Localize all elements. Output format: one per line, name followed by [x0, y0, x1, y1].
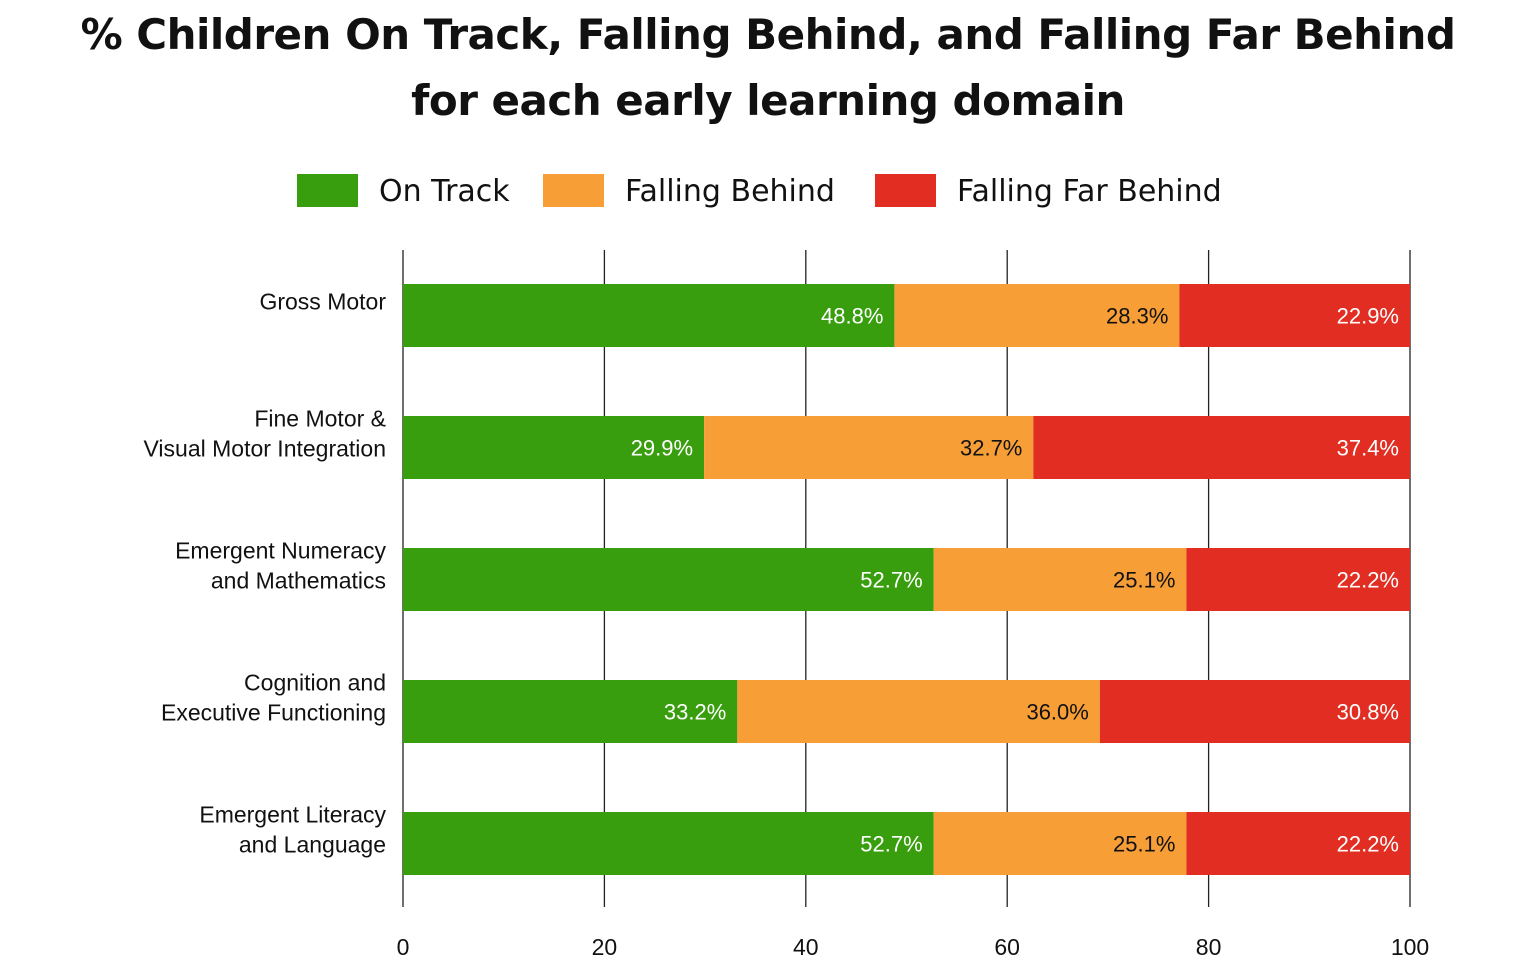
bar-value-label: 33.2% [664, 700, 726, 725]
category-label-line: Emergent Literacy [199, 802, 386, 828]
category-label-line: Cognition and [244, 670, 386, 696]
legend-swatch [297, 174, 358, 207]
bar-value-label: 29.9% [631, 436, 693, 461]
x-tick-label: 80 [1196, 934, 1222, 956]
bar-value-label: 37.4% [1337, 436, 1399, 461]
legend-item: Falling Behind [543, 174, 835, 209]
legend: On Track Falling Behind Falling Far Behind [297, 174, 1222, 209]
category-label: Emergent Numeracy and Mathematics [175, 538, 386, 594]
category-label-line: Executive Functioning [161, 700, 386, 726]
legend-label: Falling Far Behind [957, 174, 1222, 209]
bar-value-label: 22.9% [1337, 304, 1399, 329]
bar-segment [403, 812, 934, 875]
bar-value-label: 28.3% [1106, 304, 1168, 329]
x-tick-label: 40 [793, 934, 819, 956]
bar-segment [1033, 416, 1410, 479]
bar-segment [1186, 548, 1410, 611]
bar-value-label: 22.2% [1337, 568, 1399, 593]
bar-segment [403, 284, 895, 347]
bar-value-label: 25.1% [1113, 832, 1175, 857]
bar-segment [704, 416, 1034, 479]
category-label-line: Gross Motor [259, 289, 386, 315]
bar-value-label: 48.8% [821, 304, 883, 329]
category-label: Cognition and Executive Functioning [161, 670, 386, 726]
category-label: Emergent Literacy and Language [199, 802, 386, 858]
category-label-line: Visual Motor Integration [144, 436, 387, 462]
legend-swatch [543, 174, 604, 207]
x-tick-label: 20 [592, 934, 618, 956]
legend-label: Falling Behind [625, 174, 835, 209]
category-label-line: and Language [239, 832, 386, 858]
legend-item: On Track [297, 174, 510, 209]
bar-segment [1179, 284, 1410, 347]
category-label-line: and Mathematics [211, 568, 386, 594]
bars: 48.8% 28.3% 22.9% 29.9% 32.7% 37.4% 52.7% 25.1%… [403, 284, 1410, 875]
bar-value-label: 52.7% [860, 568, 922, 593]
category-label: Gross Motor [259, 289, 386, 315]
x-tick-label: 100 [1391, 934, 1429, 956]
category-labels: Gross Motor Fine Motor & Visual Motor Inte… [144, 289, 387, 858]
bar-value-label: 36.0% [1026, 700, 1088, 725]
bar-segment [403, 680, 738, 743]
bar-segment [403, 416, 705, 479]
category-label: Fine Motor & Visual Motor Integration [144, 406, 387, 462]
x-axis-ticks: 0 20 40 60 80 100 [397, 934, 1430, 956]
x-tick-label: 60 [994, 934, 1020, 956]
bar-value-label: 30.8% [1337, 700, 1399, 725]
category-label-line: Emergent Numeracy [175, 538, 386, 564]
legend-item: Falling Far Behind [875, 174, 1222, 209]
bar-segment [933, 812, 1187, 875]
bar-segment [894, 284, 1180, 347]
bar-value-label: 32.7% [960, 436, 1022, 461]
bar-value-label: 25.1% [1113, 568, 1175, 593]
bar-segment [403, 548, 934, 611]
bar-segment [933, 548, 1187, 611]
bar-segment [1099, 680, 1410, 743]
legend-label: On Track [379, 174, 510, 209]
chart-title: % Children On Track, Falling Behind, and… [0, 2, 1536, 134]
bar-segment [737, 680, 1100, 743]
bar-value-label: 52.7% [860, 832, 922, 857]
category-label-line: Fine Motor & [254, 406, 386, 432]
chart-title-line-1: % Children On Track, Falling Behind, and… [80, 10, 1456, 59]
chart-subtitle: for each early learning domain [411, 76, 1125, 125]
bar-segment [1186, 812, 1410, 875]
x-tick-label: 0 [397, 934, 410, 956]
bar-value-label: 22.2% [1337, 832, 1399, 857]
legend-swatch [875, 174, 936, 207]
